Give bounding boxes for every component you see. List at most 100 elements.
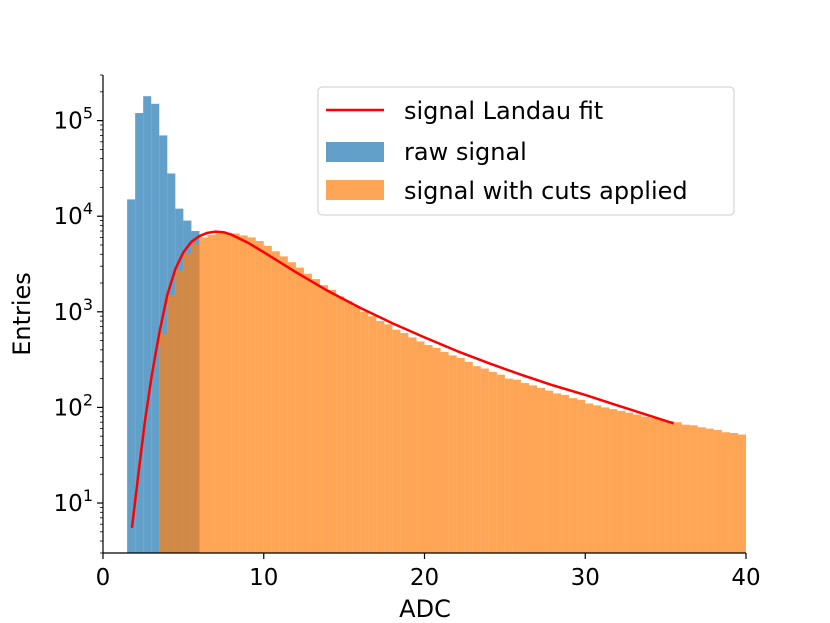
cuts-signal-bar — [344, 300, 353, 553]
cuts-signal-bar — [448, 355, 457, 553]
cuts-signal-bar — [585, 403, 594, 553]
bars-layer — [127, 96, 746, 554]
cuts-signal-bar — [239, 235, 248, 554]
cuts-signal-bar — [617, 410, 626, 553]
legend-label-cuts: signal with cuts applied — [404, 177, 688, 205]
cuts-signal-bar — [199, 237, 208, 553]
cuts-signal-bar — [191, 244, 200, 554]
cuts-signal-bar — [593, 405, 602, 553]
cuts-signal-bar — [673, 422, 682, 553]
cuts-signal-bar — [320, 285, 329, 553]
landau-fit-line — [130, 230, 675, 528]
cuts-signal-bar — [553, 393, 562, 553]
cuts-signal-bar — [665, 421, 674, 553]
cuts-signal-bar — [360, 311, 369, 553]
cuts-signal-bar — [311, 279, 321, 553]
legend: signal Landau fit raw signal signal with… — [317, 86, 735, 216]
y-tick-label: 105 — [54, 104, 93, 135]
cuts-signal-bar — [713, 430, 722, 553]
cuts-signal-bar — [400, 333, 409, 553]
cuts-signal-bar — [705, 428, 714, 553]
cuts-signal-bar — [295, 267, 304, 553]
cuts-signal-bar — [287, 262, 296, 553]
cuts-signal-bar — [279, 256, 288, 553]
cuts-signal-bar — [641, 416, 650, 553]
cuts-signal-bar — [577, 399, 586, 553]
cuts-signal-bar — [504, 378, 513, 553]
y-axis-title: Entries — [8, 272, 36, 356]
y-tick-label: 101 — [54, 486, 93, 517]
cuts-signal-bar — [496, 374, 505, 553]
legend-label-fit: signal Landau fit — [404, 97, 603, 125]
cuts-signal-bar — [512, 379, 521, 553]
x-tick-label: 10 — [249, 565, 278, 591]
x-axis-title: ADC — [399, 595, 451, 623]
cuts-signal-bar — [657, 419, 666, 553]
cuts-signal-bar — [569, 398, 578, 553]
cuts-signal-bar — [633, 414, 642, 553]
axes-layer: 0 10 20 30 40 101 102 103 104 105 — [54, 74, 761, 591]
cuts-signal-bar — [167, 294, 176, 553]
raw-signal-bar — [135, 113, 144, 554]
cuts-signal-bar — [376, 321, 385, 553]
y-tick-label: 103 — [54, 295, 93, 326]
raw-signal-bar — [143, 96, 152, 553]
x-tick-label: 20 — [410, 565, 439, 591]
fit-layer — [130, 230, 675, 528]
cuts-signal-bar — [432, 347, 441, 553]
cuts-signal-bar — [520, 383, 529, 553]
cuts-signal-bar — [537, 387, 546, 553]
cuts-signal-bar — [392, 329, 401, 553]
x-tick-label: 0 — [96, 565, 111, 591]
cuts-signal-bar — [384, 324, 393, 553]
cuts-signal-bar — [721, 432, 730, 553]
cuts-signal-bar — [681, 424, 690, 553]
cuts-signal-bar — [159, 333, 168, 553]
legend-frame — [317, 86, 735, 216]
cuts-signal-bar — [247, 237, 256, 553]
cuts-signal-bar — [215, 233, 224, 553]
cuts-signal-bar — [528, 385, 538, 553]
cuts-signal-bar — [649, 418, 658, 553]
legend-raw-patch-icon — [326, 142, 384, 162]
cuts-signal-bar — [368, 316, 377, 553]
x-tick-label: 40 — [731, 565, 760, 591]
cuts-signal-bar — [697, 427, 706, 553]
cuts-signal-bar — [545, 390, 554, 553]
cuts-signal-bar — [408, 337, 417, 553]
legend-label-raw: raw signal — [404, 138, 527, 166]
cuts-signal-bar — [737, 434, 746, 553]
cuts-signal-bar — [416, 341, 425, 553]
cuts-signal-bar — [255, 241, 264, 553]
cuts-signal-bar — [207, 234, 216, 553]
cuts-signal-bar — [689, 425, 698, 553]
cuts-signal-bar — [488, 371, 497, 553]
cuts-signal-bar — [303, 273, 312, 553]
cuts-signal-bar — [440, 351, 449, 553]
cuts-signal-bar — [561, 394, 570, 553]
cuts-signal-bar — [480, 368, 489, 553]
cuts-signal-bar — [336, 296, 345, 553]
cuts-signal-bar — [609, 409, 618, 553]
cuts-signal-bar — [223, 232, 232, 554]
cuts-signal-bar — [424, 344, 433, 553]
raw-signal-bar — [127, 199, 136, 553]
cuts-signal-bar — [183, 253, 192, 553]
cuts-signal-bar — [263, 245, 272, 553]
cuts-signal-bar — [231, 233, 240, 553]
y-tick-label: 104 — [54, 199, 93, 230]
cuts-signal-bar — [625, 412, 634, 553]
raw-signal-bar — [151, 103, 160, 553]
cuts-signal-bar — [352, 306, 361, 553]
cuts-signal-bar — [271, 251, 280, 553]
cuts-signal-bar — [328, 289, 337, 553]
legend-cuts-patch-icon — [326, 180, 384, 200]
x-tick-label: 30 — [571, 565, 600, 591]
y-tick-label: 102 — [54, 390, 93, 421]
cuts-signal-bar — [729, 432, 738, 553]
cuts-signal-bar — [456, 357, 465, 553]
cuts-signal-bar — [464, 361, 473, 553]
cuts-signal-bar — [175, 270, 184, 553]
